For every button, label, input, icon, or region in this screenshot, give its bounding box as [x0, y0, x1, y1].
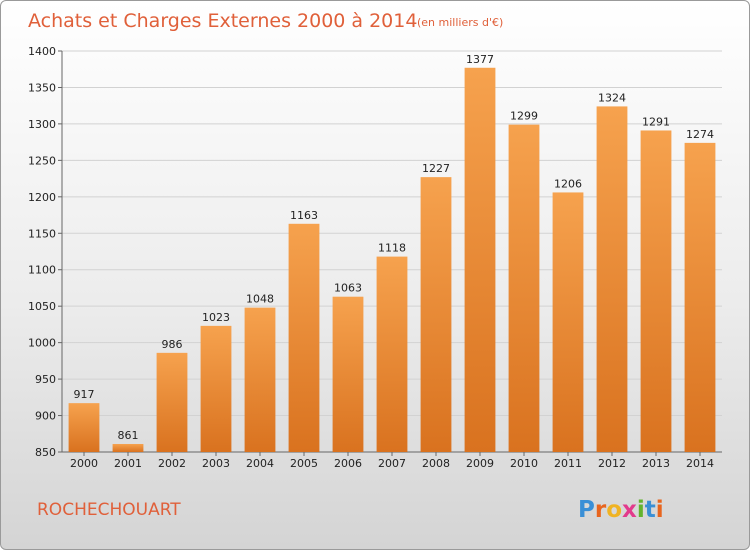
logo-letter: r — [595, 497, 607, 523]
value-label: 1206 — [554, 177, 582, 190]
bar-2010 — [508, 124, 540, 452]
bar-2009 — [464, 67, 496, 452]
x-tick-label: 2013 — [642, 457, 670, 470]
y-tick-label: 1350 — [28, 81, 56, 94]
y-tick-label: 1050 — [28, 300, 56, 313]
x-tick-label: 2007 — [378, 457, 406, 470]
x-tick-label: 2012 — [598, 457, 626, 470]
value-label: 1274 — [686, 128, 714, 141]
value-label: 1227 — [422, 162, 450, 175]
y-tick-label: 1200 — [28, 191, 56, 204]
value-label: 917 — [74, 388, 95, 401]
tick-labels: 850 900 950 1000 1050 1100 1150 1200 1250 1300 135… — [28, 45, 714, 470]
value-label: 1377 — [466, 53, 494, 66]
x-tick-label: 2006 — [334, 457, 362, 470]
x-tick-label: 2009 — [466, 457, 494, 470]
x-tick-label: 2005 — [290, 457, 318, 470]
bar-2001 — [112, 443, 144, 452]
y-tick-label: 1300 — [28, 118, 56, 131]
bar-2006 — [332, 296, 364, 452]
bars — [68, 67, 716, 453]
x-tick-label: 2001 — [114, 457, 142, 470]
chart-subtitle: (en milliers d'€) — [417, 16, 503, 29]
logo-letter: i — [637, 497, 645, 523]
logo-letter: o — [606, 497, 622, 523]
x-tick-label: 2010 — [510, 457, 538, 470]
logo-letter: t — [645, 497, 656, 523]
bar-2012 — [596, 106, 628, 452]
value-label: 1163 — [290, 209, 318, 222]
x-tick-label: 2002 — [158, 457, 186, 470]
value-label: 861 — [118, 429, 139, 442]
y-tick-label: 1100 — [28, 264, 56, 277]
y-tick-label: 1150 — [28, 227, 56, 240]
bar-2011 — [552, 192, 584, 452]
bar-2007 — [376, 256, 408, 452]
x-tick-label: 2008 — [422, 457, 450, 470]
y-tick-label: 900 — [35, 410, 56, 423]
value-label: 1324 — [598, 91, 626, 104]
y-tick-label: 1250 — [28, 154, 56, 167]
value-label: 1023 — [202, 311, 230, 324]
y-tick-label: 1000 — [28, 337, 56, 350]
bar-2005 — [288, 223, 320, 452]
location-label: ROCHECHOUART — [37, 500, 181, 520]
value-label: 1048 — [246, 293, 274, 306]
x-tick-label: 2011 — [554, 457, 582, 470]
y-tick-label: 1400 — [28, 45, 56, 58]
bar-2014 — [684, 142, 716, 452]
x-tick-label: 2014 — [686, 457, 714, 470]
value-label: 1063 — [334, 282, 362, 295]
chart-title: Achats et Charges Externes 2000 à 2014 — [28, 10, 417, 32]
y-tick-label: 950 — [35, 373, 56, 386]
logo-letter: P — [578, 497, 595, 523]
logo-letter: x — [622, 497, 637, 523]
bar-2003 — [200, 325, 232, 452]
value-label: 1118 — [378, 242, 406, 255]
y-tick-label: 850 — [35, 446, 56, 459]
value-label: 1291 — [642, 115, 670, 128]
logo-letter: i — [656, 497, 664, 523]
bar-2002 — [156, 352, 188, 452]
bar-2013 — [640, 130, 672, 453]
x-tick-label: 2003 — [202, 457, 230, 470]
value-labels: 917 861 986 1023 1048 1163 1063 1118 1227 1377 129… — [74, 53, 715, 442]
bar-2000 — [68, 403, 100, 452]
proxiti-logo: Proxiti — [578, 497, 664, 523]
bar-2008 — [420, 177, 452, 452]
bar-2004 — [244, 307, 276, 452]
value-label: 1299 — [510, 110, 538, 123]
value-label: 986 — [162, 338, 183, 351]
x-tick-label: 2004 — [246, 457, 274, 470]
x-tick-label: 2000 — [70, 457, 98, 470]
